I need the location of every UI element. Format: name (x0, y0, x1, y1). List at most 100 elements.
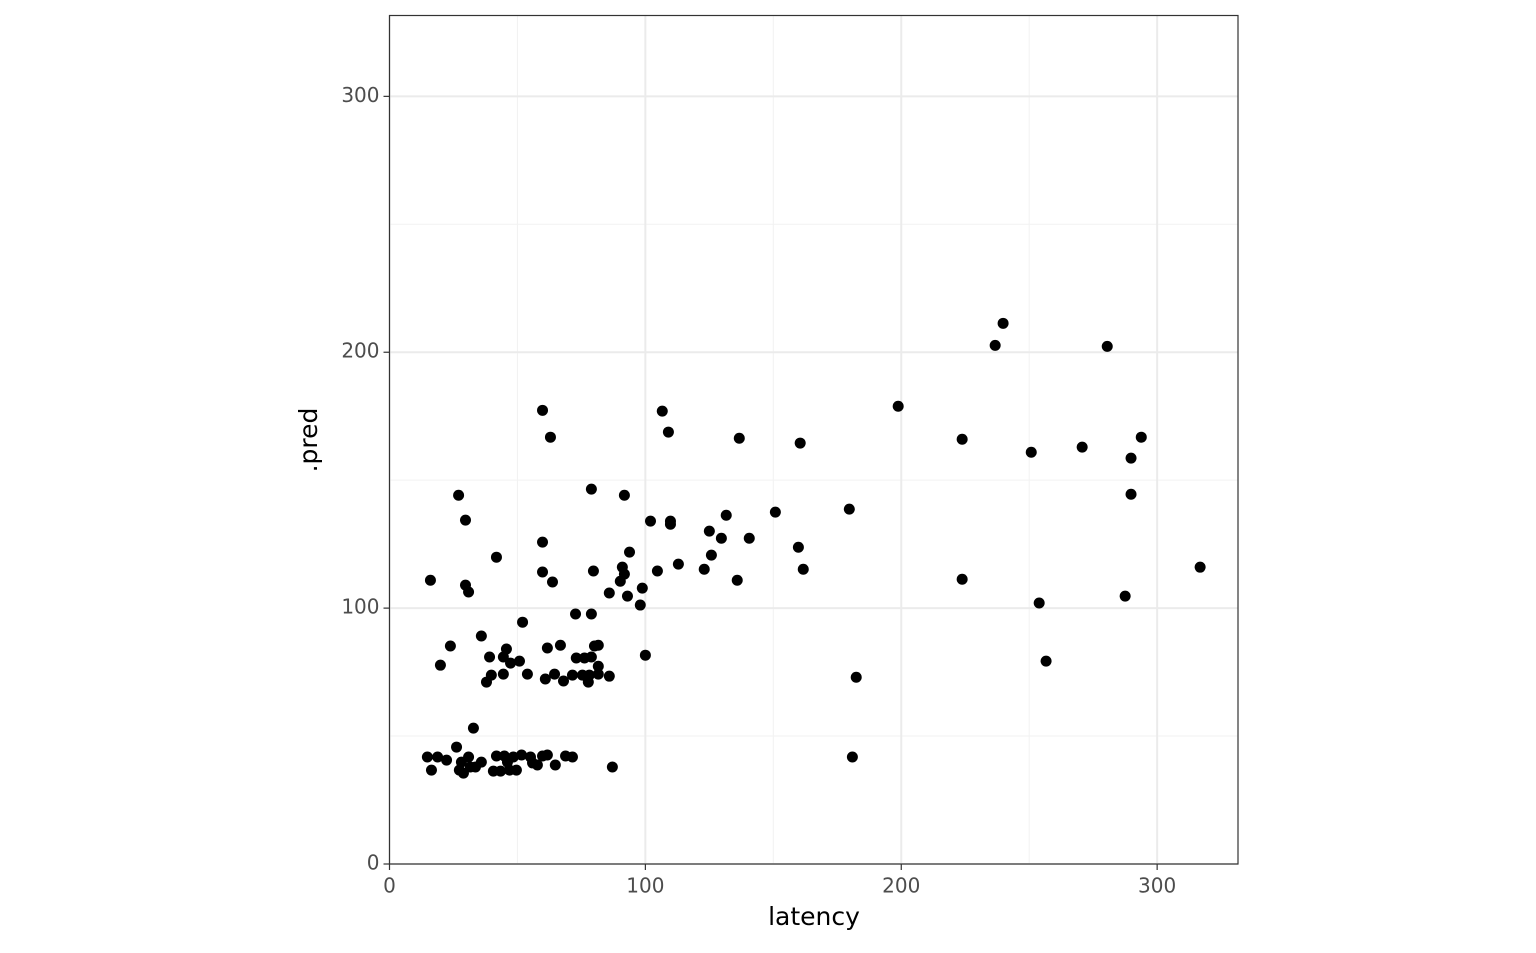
point (1025, 446, 1037, 458)
point (531, 759, 543, 771)
y-tick-label: 0 (367, 851, 380, 875)
point (1040, 655, 1052, 667)
point (459, 514, 471, 526)
point (516, 749, 528, 761)
point (639, 649, 651, 661)
x-axis-title: latency (768, 902, 860, 931)
point (421, 751, 433, 763)
point (672, 558, 684, 570)
point (603, 587, 615, 599)
point (1101, 340, 1113, 352)
point (537, 536, 549, 548)
point (634, 599, 646, 611)
point (618, 568, 630, 580)
point (517, 616, 529, 628)
point (521, 668, 533, 680)
point (850, 671, 862, 683)
point (541, 749, 553, 761)
point (698, 563, 710, 575)
point (566, 669, 578, 681)
point (956, 433, 968, 445)
point (1125, 452, 1137, 464)
point (557, 675, 569, 687)
point (662, 426, 674, 438)
point (843, 503, 855, 515)
point (606, 761, 618, 773)
point (731, 574, 743, 586)
point (570, 608, 582, 620)
point (703, 525, 715, 537)
point (656, 405, 668, 417)
point (453, 489, 465, 501)
point (846, 751, 858, 763)
point (743, 532, 755, 544)
x-tick-label: 0 (383, 874, 396, 898)
point (539, 673, 551, 685)
point (444, 640, 456, 652)
point (441, 754, 453, 766)
y-tick-label: 300 (341, 83, 379, 107)
point (495, 765, 507, 777)
x-tick-label: 200 (882, 874, 920, 898)
point (451, 741, 463, 753)
point (636, 582, 648, 594)
point (720, 509, 732, 521)
y-axis-title: .pred (294, 408, 323, 473)
point (463, 751, 475, 763)
panel-border (388, 14, 1239, 865)
point (434, 659, 446, 671)
y-tick-label: 200 (341, 339, 379, 363)
point (797, 563, 809, 575)
point (1076, 441, 1088, 453)
point (989, 339, 1001, 351)
x-tick-label: 100 (626, 874, 664, 898)
point (463, 586, 475, 598)
point (664, 518, 676, 530)
points (421, 317, 1206, 779)
point (644, 515, 656, 527)
point (587, 565, 599, 577)
point (570, 652, 582, 664)
point (467, 722, 479, 734)
point (490, 750, 502, 762)
point (537, 566, 549, 578)
point (1033, 597, 1045, 609)
point (549, 759, 561, 771)
point (484, 651, 496, 663)
y-tick-label: 100 (341, 595, 379, 619)
point (475, 630, 487, 642)
point (490, 551, 502, 563)
point (585, 608, 597, 620)
point (592, 639, 604, 651)
point (733, 432, 745, 444)
point (485, 669, 497, 681)
point (505, 657, 517, 669)
point (892, 400, 904, 412)
point (566, 751, 578, 763)
point (621, 590, 633, 602)
point (956, 573, 968, 585)
point (544, 431, 556, 443)
point (500, 643, 512, 655)
point (513, 655, 525, 667)
point (1135, 431, 1147, 443)
point (425, 764, 437, 776)
point (549, 668, 561, 680)
point (592, 660, 604, 672)
point (475, 756, 487, 768)
point (651, 565, 663, 577)
point (715, 532, 727, 544)
point (794, 437, 806, 449)
point (1194, 561, 1206, 573)
point (592, 668, 604, 680)
point (792, 541, 804, 553)
point (497, 668, 509, 680)
point (1125, 488, 1137, 500)
point (997, 317, 1009, 329)
point (583, 669, 595, 681)
point (432, 751, 444, 763)
point (705, 549, 717, 561)
point (769, 506, 781, 518)
